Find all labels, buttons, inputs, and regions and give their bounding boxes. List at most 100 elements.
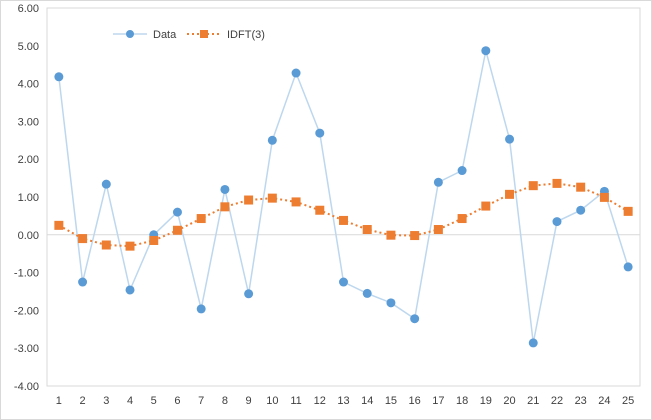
x-tick-label: 20 [503,395,515,407]
x-tick-label: 17 [432,395,444,407]
data-point [505,189,515,199]
data-point [196,304,206,314]
data-point [623,262,633,272]
y-tick-label: -2.00 [14,305,39,317]
y-tick-label: 3.00 [18,116,39,128]
data-point [54,72,64,82]
x-tick-label: 10 [266,395,278,407]
x-tick-label: 7 [198,395,204,407]
y-tick-label: 5.00 [18,41,39,53]
y-tick-label: 4.00 [18,79,39,91]
data-point [339,277,348,287]
data-point [315,205,325,215]
y-tick-label: 2.00 [18,154,39,166]
plot-area-border [46,7,641,387]
x-tick-label: 4 [127,395,133,407]
data-point [481,46,491,56]
data-point [220,184,230,194]
data-point [196,214,206,224]
x-tick-label: 19 [480,395,492,407]
series-line [58,50,629,344]
y-tick-label: 6.00 [18,3,39,15]
data-point [78,234,88,244]
legend-item: Data [113,29,177,41]
x-tick-label: 13 [337,395,349,407]
data-point [78,277,88,287]
legend: Data IDFT(3) [113,29,265,41]
data-point [267,193,277,203]
series-idft [54,178,633,251]
x-tick-label: 12 [314,395,326,407]
x-tick-label: 9 [246,395,252,407]
data-point [244,289,254,299]
legend-item: IDFT(3) [187,29,265,41]
data-point [362,225,372,235]
x-tick-label: 15 [385,395,397,407]
data-point [362,288,372,298]
data-point [172,225,182,235]
x-tick-label: 2 [80,395,86,407]
series-line [58,182,629,248]
data-point [576,205,586,215]
data-point [172,207,182,217]
series-data [54,46,633,348]
x-tick-label: 24 [598,395,610,407]
data-point [410,231,420,241]
data-point [101,240,111,250]
data-point [410,314,420,324]
data-point [576,182,586,192]
x-tick-label: 14 [361,395,373,407]
x-tick-label: 21 [527,395,539,407]
data-point [505,134,515,144]
data-point [125,285,135,295]
data-point [291,197,301,207]
data-point [481,201,491,211]
data-point [244,195,254,205]
legend-label: Data [153,29,177,41]
x-tick-label: 3 [103,395,109,407]
y-tick-label: -1.00 [14,268,39,280]
data-point [528,338,538,348]
data-point [101,179,111,189]
x-tick-label: 25 [622,395,634,407]
data-point [528,181,538,191]
data-point [457,166,467,176]
x-tick-label: 5 [151,395,157,407]
y-tick-label: 0.00 [18,230,39,242]
legend-label: IDFT(3) [227,29,265,41]
data-point [552,178,562,188]
y-tick-label: 1.00 [18,192,39,204]
x-tick-label: 23 [575,395,587,407]
legend-marker [200,30,208,38]
data-point [433,177,443,187]
data-point [220,202,230,212]
data-point [599,192,609,202]
data-point [125,241,135,251]
data-point [433,225,443,235]
x-tick-label: 11 [290,395,301,407]
data-point [386,298,396,308]
y-tick-label: -4.00 [14,381,39,393]
x-tick-label: 1 [56,395,62,407]
y-tick-label: -3.00 [14,343,39,355]
x-tick-label: 16 [409,395,421,407]
data-point [267,135,277,145]
data-point [291,68,301,78]
legend-marker [126,30,134,38]
x-tick-label: 22 [551,395,563,407]
series-layer [54,46,633,348]
data-point [54,220,64,230]
x-tick-label: 6 [174,395,180,407]
x-tick-label: 8 [222,395,228,407]
data-point [457,214,467,224]
data-point [386,230,396,240]
data-point [315,128,325,138]
data-point [552,217,562,227]
data-point [149,235,159,245]
data-point [623,206,633,216]
x-tick-label: 18 [456,395,468,407]
